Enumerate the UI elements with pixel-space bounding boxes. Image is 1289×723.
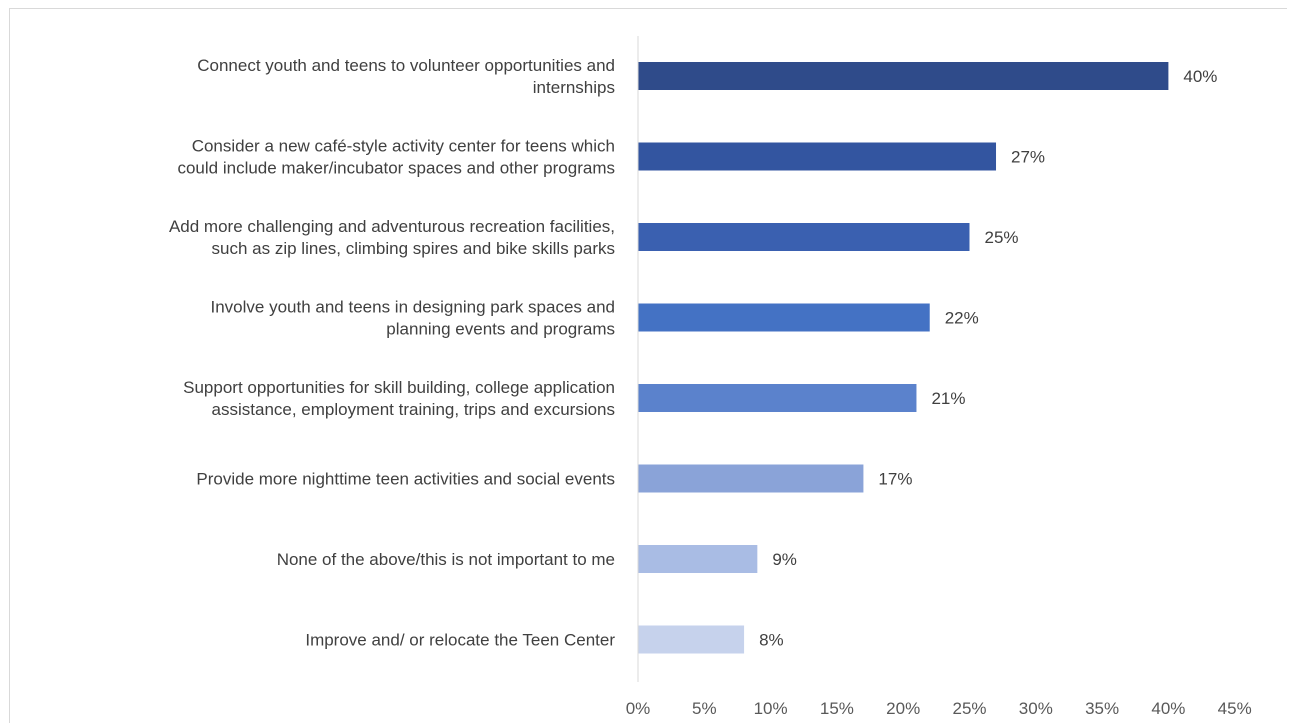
category-label-0-line-1: internships <box>533 78 615 97</box>
category-label-3-line-0: Involve youth and teens in designing par… <box>211 298 616 317</box>
category-label-0: Connect youth and teens to volunteer opp… <box>197 56 615 97</box>
data-labels: 40% 27% 25% 22% 21% 17% 9% 8% <box>759 67 1217 650</box>
x-tick-label-0: 0% <box>626 699 651 717</box>
category-label-5-line-0: Provide more nighttime teen activities a… <box>196 470 615 489</box>
category-label-4: Support opportunities for skill building… <box>183 378 615 419</box>
data-label-2: 25% <box>985 228 1019 247</box>
data-label-3: 22% <box>945 309 979 328</box>
x-axis-ticks: 0% 5% 10% 15% 20% 25% 30% 35% 40% 45% <box>626 699 1252 717</box>
category-label-6-line-0: None of the above/this is not important … <box>277 550 615 569</box>
category-label-2: Add more challenging and adventurous rec… <box>169 217 615 258</box>
bar-4 <box>638 384 917 412</box>
chart-frame <box>9 8 1287 723</box>
category-labels: Connect youth and teens to volunteer opp… <box>169 56 615 650</box>
category-label-7-line-0: Improve and/ or relocate the Teen Center <box>305 631 615 650</box>
data-label-5: 17% <box>878 470 912 489</box>
category-label-6: None of the above/this is not important … <box>277 550 615 569</box>
x-tick-label-5: 25% <box>952 699 986 717</box>
category-label-1-line-1: could include maker/incubator spaces and… <box>177 159 615 178</box>
category-label-4-line-0: Support opportunities for skill building… <box>183 378 615 397</box>
category-label-4-line-1: assistance, employment training, trips a… <box>212 400 615 419</box>
data-label-4: 21% <box>931 389 965 408</box>
bar-2 <box>638 223 970 251</box>
category-label-0-line-0: Connect youth and teens to volunteer opp… <box>197 56 615 75</box>
data-label-1: 27% <box>1011 148 1045 167</box>
bar-0 <box>638 62 1169 90</box>
bar-6 <box>638 545 758 573</box>
x-tick-label-6: 30% <box>1019 699 1053 717</box>
category-label-5: Provide more nighttime teen activities a… <box>196 470 615 489</box>
x-tick-label-7: 35% <box>1085 699 1119 717</box>
bars <box>638 62 1169 654</box>
bar-3 <box>638 303 930 332</box>
bar-1 <box>638 142 997 171</box>
x-tick-label-3: 15% <box>820 699 854 717</box>
x-tick-label-9: 45% <box>1218 699 1252 717</box>
data-label-6: 9% <box>772 550 797 569</box>
x-tick-label-4: 20% <box>886 699 920 717</box>
data-label-0: 40% <box>1183 67 1217 86</box>
category-label-7: Improve and/ or relocate the Teen Center <box>305 631 615 650</box>
bar-5 <box>638 464 864 493</box>
category-label-1: Consider a new café-style activity cente… <box>177 137 615 178</box>
category-label-1-line-0: Consider a new café-style activity cente… <box>192 137 615 156</box>
category-label-2-line-0: Add more challenging and adventurous rec… <box>169 217 615 236</box>
x-tick-label-1: 5% <box>692 699 717 717</box>
category-label-3: Involve youth and teens in designing par… <box>211 298 616 339</box>
category-label-2-line-1: such as zip lines, climbing spires and b… <box>212 239 615 258</box>
bar-7 <box>638 625 745 654</box>
x-tick-label-2: 10% <box>754 699 788 717</box>
x-tick-label-8: 40% <box>1151 699 1185 717</box>
data-label-7: 8% <box>759 631 784 650</box>
category-label-3-line-1: planning events and programs <box>386 320 615 339</box>
